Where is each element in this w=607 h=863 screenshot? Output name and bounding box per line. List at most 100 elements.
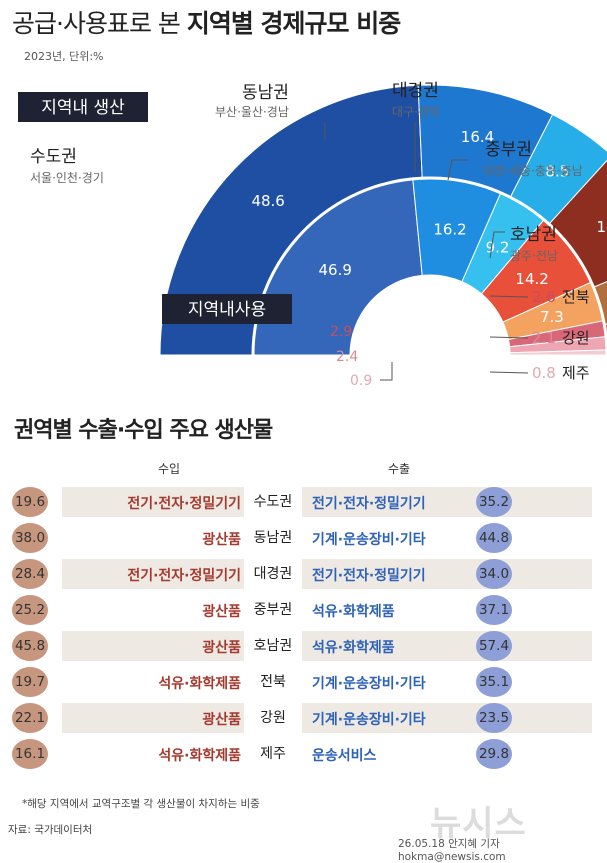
import-value: 38.0 xyxy=(12,523,48,553)
region-name: 전북 xyxy=(244,667,302,697)
export-item: 기계·운송장비·기타 xyxy=(312,676,426,692)
outer-leader-7 xyxy=(489,336,529,339)
export-item: 석유·화학제품 xyxy=(312,604,395,620)
export-value: 35.2 xyxy=(476,487,512,517)
region-name: 대경권 xyxy=(244,559,302,589)
ring1-value-label-3: 8.5 xyxy=(545,163,569,181)
ring2-value-label-5: 7.3 xyxy=(540,308,564,326)
export-value: 37.1 xyxy=(476,595,512,625)
ring2-slice-8 xyxy=(509,349,607,356)
region-name: 중부권 xyxy=(244,595,302,625)
region-label-5: 호남권 xyxy=(510,225,557,245)
unit-label: 2023년, 단위:% xyxy=(24,50,104,63)
import-item: 석유·화학제품 xyxy=(158,748,241,764)
export-item: 석유·화학제품 xyxy=(312,640,395,656)
region-sub-label-2: 부산·울산·경남 xyxy=(215,105,289,119)
ring-badge-1 xyxy=(18,92,148,122)
outer-value-label-6: 2.6 xyxy=(532,288,556,306)
import-item: 광산품 xyxy=(202,712,241,728)
export-value: 29.8 xyxy=(476,739,512,769)
table-body: 19.6 전기·전자·정밀기기 수도권 전기·전자·정밀기기 35.2 38.0… xyxy=(0,484,607,784)
inner-value-label-8: 0.9 xyxy=(350,373,372,389)
source: 자료: 국가데이터처 xyxy=(8,824,93,836)
region-leader-3 xyxy=(447,159,468,181)
region-sub-label-1: 서울·인천·경기 xyxy=(30,170,104,185)
table-row: 38.0 광산품 동남권 기계·운송장비·기타 44.8 xyxy=(0,520,607,556)
ring1-slice-4 xyxy=(549,159,607,288)
region-sub-label-4: 대전·세종·충북·충남 xyxy=(483,164,583,178)
import-value: 19.7 xyxy=(12,667,48,697)
ring1-slice-5 xyxy=(593,281,607,325)
ring1-value-label-1: 48.6 xyxy=(251,192,284,210)
table-title: 권역별 수출·수입 주요 생산물 xyxy=(14,418,273,443)
table-header: 수입 수출 xyxy=(62,458,592,480)
region-name: 수도권 xyxy=(244,487,302,517)
outer-leader-8 xyxy=(489,371,529,374)
region-name: 동남권 xyxy=(244,523,302,553)
ring1-slice-1 xyxy=(159,84,423,356)
table-row: 25.2 광산품 중부권 석유·화학제품 37.1 xyxy=(0,592,607,628)
region-label-4: 중부권 xyxy=(485,140,532,160)
donut-chart: 48.616.48.514.07.046.916.29.214.27.32.6전… xyxy=(18,81,607,389)
outer-region-label-7: 강원 xyxy=(562,329,590,347)
export-item: 운송서비스 xyxy=(312,748,377,764)
import-value: 25.2 xyxy=(12,595,48,625)
inner-value-label-7: 2.4 xyxy=(336,349,358,365)
export-value: 34.0 xyxy=(476,559,512,589)
credit: 26.05.18 안지혜 기자 hokma@newsis.com xyxy=(398,838,506,863)
import-item: 광산품 xyxy=(202,640,241,656)
outer-value-label-8: 0.8 xyxy=(532,364,556,382)
region-leader-4 xyxy=(489,231,505,259)
ring2-value-label-1: 46.9 xyxy=(318,261,351,279)
outer-region-label-6: 전북 xyxy=(562,288,590,306)
region-name: 호남권 xyxy=(244,631,302,661)
table-row: 16.1 석유·화학제품 제주 운송서비스 29.8 xyxy=(0,736,607,772)
region-name: 강원 xyxy=(244,703,302,733)
table-row: 19.7 석유·화학제품 전북 기계·운송장비·기타 35.1 xyxy=(0,664,607,700)
ring2-slice-1 xyxy=(253,179,423,356)
table-row: 19.6 전기·전자·정밀기기 수도권 전기·전자·정밀기기 35.2 xyxy=(0,484,607,520)
ring-badge-label-1: 지역내 생산 xyxy=(41,98,125,118)
ring1-value-label-4: 14.0 xyxy=(597,218,607,236)
table-row: 22.1 광산품 강원 기계·운송장비·기타 23.5 xyxy=(0,700,607,736)
newsis-logo: 뉴시스 xyxy=(430,804,527,844)
export-item: 기계·운송장비·기타 xyxy=(312,712,426,728)
import-value: 16.1 xyxy=(12,739,48,769)
export-item: 전기·전자·정밀기기 xyxy=(312,496,426,512)
import-item: 광산품 xyxy=(202,532,241,548)
export-value: 23.5 xyxy=(476,703,512,733)
footnote: *해당 지역에서 교역구조별 각 생산물이 차지하는 비중 xyxy=(22,798,260,810)
ring1-value-label-2: 16.4 xyxy=(461,128,494,146)
outer-region-label-8: 제주 xyxy=(562,364,590,382)
import-header: 수입 xyxy=(158,462,181,476)
table-row: 28.4 전기·전자·정밀기기 대경권 전기·전자·정밀기기 34.0 xyxy=(0,556,607,592)
import-item: 전기·전자·정밀기기 xyxy=(127,568,241,584)
export-value: 44.8 xyxy=(476,523,512,553)
table-row: 45.8 광산품 호남권 석유·화학제품 57.4 xyxy=(0,628,607,664)
export-value: 35.1 xyxy=(476,667,512,697)
region-label-2: 동남권 xyxy=(242,83,289,103)
inner-value-label-6: 2.9 xyxy=(330,324,352,340)
region-label-3: 대경권 xyxy=(392,81,439,101)
export-item: 전기·전자·정밀기기 xyxy=(312,568,426,584)
import-value: 28.4 xyxy=(12,559,48,589)
region-name: 제주 xyxy=(244,739,302,769)
export-value: 57.4 xyxy=(476,631,512,661)
ring-badge-2 xyxy=(162,294,292,324)
ring2-value-label-4: 14.2 xyxy=(515,270,548,288)
ring-badge-label-2: 지역내사용 xyxy=(188,300,266,320)
import-value: 22.1 xyxy=(12,703,48,733)
ring2-value-label-3: 9.2 xyxy=(486,238,510,256)
ring2-value-label-2: 16.2 xyxy=(433,221,466,239)
export-header: 수출 xyxy=(388,462,411,476)
import-value: 19.6 xyxy=(12,487,48,517)
import-item: 석유·화학제품 xyxy=(158,676,241,692)
region-label-1: 수도권 xyxy=(30,147,77,167)
import-item: 광산품 xyxy=(202,604,241,620)
region-sub-label-5: 광주·전남 xyxy=(510,249,558,263)
inner-leader xyxy=(380,362,393,381)
import-value: 45.8 xyxy=(12,631,48,661)
outer-leader-6 xyxy=(489,295,529,298)
outer-value-label-7: 2.1 xyxy=(532,329,556,347)
page-title: 공급·사용표로 본 지역별 경제규모 비중 xyxy=(12,9,401,38)
